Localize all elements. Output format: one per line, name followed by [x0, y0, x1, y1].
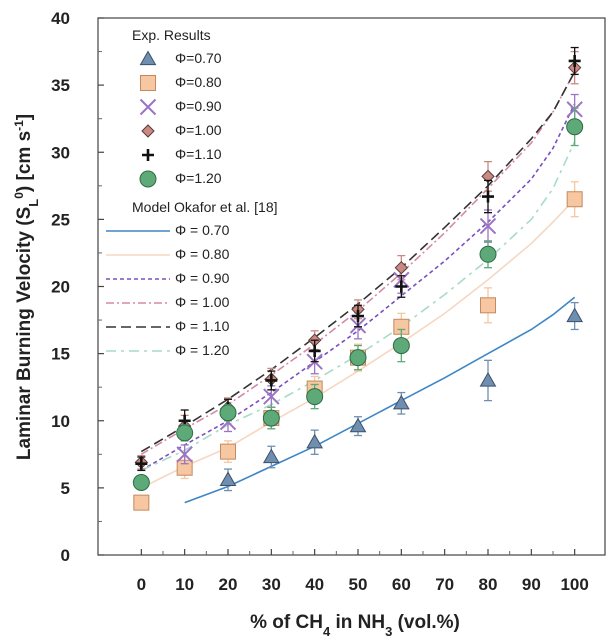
y-tick-label: 20	[51, 278, 70, 297]
legend-entry-model: Φ = 1.00	[175, 294, 230, 310]
marker-x	[263, 388, 280, 405]
legend-entry-exp: Φ=1.20	[175, 170, 222, 186]
legend-entry-exp: Φ=1.10	[175, 146, 222, 162]
chart-axes: 0 5 10 15 20 25 30 35 40 0 10 20 30 40 50 60 70 80 90 100	[51, 9, 606, 594]
marker-x	[176, 446, 193, 463]
legend-entry-exp: Φ=0.90	[175, 98, 222, 114]
marker-square	[133, 494, 150, 511]
marker-plus	[568, 54, 581, 67]
y-tick-label: 35	[51, 76, 70, 95]
x-tick-label: 50	[349, 575, 368, 594]
y-tick-label: 40	[51, 9, 70, 28]
marker-x	[139, 98, 157, 116]
marker-plus	[142, 149, 154, 161]
legend-title-model: Model Okafor et al. [18]	[132, 199, 278, 215]
marker-x	[479, 217, 497, 235]
legend-entry-exp: Φ=0.70	[175, 50, 222, 66]
x-tick-label: 40	[305, 575, 324, 594]
chart-legend: Exp. Results Φ=0.70 Φ=0.80 Φ=0.90 Φ=1.00 Φ=1.…	[106, 27, 278, 358]
marker-plus	[135, 457, 148, 470]
marker-circle	[349, 349, 367, 367]
model-line	[140, 71, 576, 453]
legend-entry-model: Φ = 0.80	[175, 246, 230, 262]
y-tick-label: 0	[61, 546, 70, 565]
legend-title-exp: Exp. Results	[132, 27, 211, 43]
y-axis-title: Laminar Burning Velocity (SL0) [cm s-1]	[12, 114, 41, 460]
legend-entry-model: Φ = 0.90	[175, 270, 230, 286]
marker-plus	[308, 344, 321, 357]
x-tick-label: 60	[392, 575, 411, 594]
marker-triangle	[262, 448, 280, 464]
x-tick-label: 70	[435, 575, 454, 594]
marker-square	[480, 297, 496, 314]
exp-series	[219, 301, 584, 492]
marker-triangle	[392, 394, 410, 410]
marker-triangle	[479, 371, 497, 387]
marker-circle	[176, 424, 194, 442]
marker-plus	[395, 280, 408, 293]
marker-square	[566, 191, 583, 208]
legend-entry-exp: Φ=0.80	[175, 74, 222, 90]
x-tick-label: 0	[137, 575, 146, 594]
exp-series	[135, 46, 581, 472]
marker-circle	[262, 409, 280, 427]
marker-circle	[219, 404, 237, 422]
legend-entry-exp: Φ=1.00	[175, 122, 222, 138]
model-line	[184, 296, 576, 504]
y-tick-label: 5	[61, 479, 70, 498]
legend-entry-model: Φ = 1.10	[175, 318, 230, 334]
marker-circle	[306, 388, 324, 406]
y-tick-label: 10	[51, 412, 70, 431]
x-tick-label: 90	[522, 575, 541, 594]
x-tick-label: 20	[219, 575, 238, 594]
marker-circle	[139, 170, 157, 188]
marker-triangle	[349, 417, 367, 433]
x-tick-label: 10	[175, 575, 194, 594]
marker-triangle	[566, 307, 584, 323]
marker-circle	[132, 474, 150, 492]
marker-plus	[482, 190, 494, 203]
x-tick-label: 80	[479, 575, 498, 594]
marker-diamond	[394, 260, 409, 275]
x-axis-title: % of CH4 in NH3 (vol.%)	[250, 612, 460, 639]
marker-square	[140, 75, 156, 91]
marker-plus	[265, 374, 278, 387]
marker-triangle	[139, 50, 157, 66]
x-tick-label: 30	[262, 575, 281, 594]
legend-entry-model: Φ = 0.70	[175, 222, 230, 238]
marker-circle	[392, 337, 410, 355]
model-line	[140, 103, 576, 472]
y-tick-label: 25	[51, 210, 70, 229]
legend-entry-model: Φ = 1.20	[175, 342, 230, 358]
y-tick-label: 15	[51, 345, 70, 364]
marker-triangle	[306, 433, 324, 449]
y-tick-label: 30	[51, 143, 70, 162]
marker-plus	[352, 310, 364, 323]
marker-circle	[479, 245, 497, 263]
experimental-points	[132, 46, 584, 511]
x-tick-label: 100	[560, 575, 588, 594]
marker-triangle	[219, 471, 237, 486]
marker-diamond	[141, 124, 155, 138]
marker-circle	[566, 118, 584, 136]
marker-square	[220, 443, 236, 460]
exp-series	[132, 107, 584, 492]
